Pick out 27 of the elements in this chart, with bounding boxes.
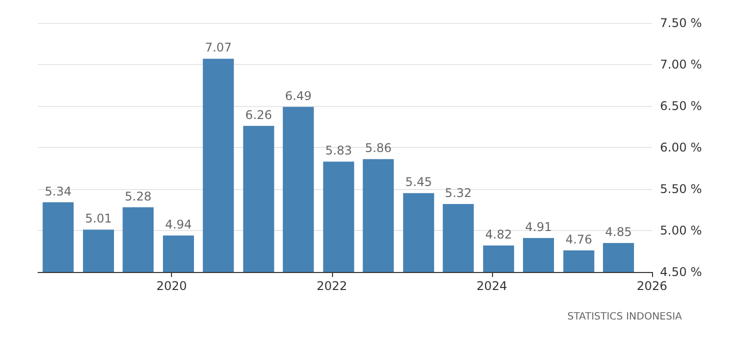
data-label: 5.83 bbox=[325, 144, 352, 158]
x-tick-label: 2024 bbox=[476, 279, 508, 293]
x-tick-label: 2020 bbox=[156, 279, 187, 293]
text: STATISTICS INDONESIA bbox=[567, 312, 682, 322]
x-tick-label: 2026 bbox=[636, 279, 668, 293]
data-label: 5.32 bbox=[444, 186, 472, 200]
data-label: 5.86 bbox=[364, 141, 392, 156]
data-label: 4.94 bbox=[165, 217, 192, 232]
data-label: 4.91 bbox=[525, 220, 552, 234]
data-label: 4.76 bbox=[565, 232, 592, 246]
data-label: 5.34 bbox=[44, 184, 72, 198]
data-label: 6.49 bbox=[284, 88, 312, 103]
data-label: 4.85 bbox=[605, 224, 632, 239]
y-tick-label: 4.50 % bbox=[660, 265, 702, 279]
y-tick-label: 7.50 % bbox=[660, 16, 702, 30]
data-label: 5.28 bbox=[124, 189, 152, 204]
data-label: 7.07 bbox=[204, 40, 232, 55]
y-tick-label: 5.00 % bbox=[660, 224, 702, 238]
data-label: 5.45 bbox=[405, 175, 432, 190]
y-tick-label: 7.00 % bbox=[660, 58, 702, 72]
data-label: 4.82 bbox=[485, 227, 512, 242]
data-label: 6.26 bbox=[245, 108, 272, 122]
y-tick-label: 6.00 % bbox=[660, 140, 702, 154]
data-label: 5.01 bbox=[85, 212, 112, 226]
y-tick-label: 5.50 % bbox=[660, 182, 702, 196]
x-tick-label: 2022 bbox=[316, 279, 348, 293]
y-tick-label: 6.50 % bbox=[660, 99, 702, 113]
